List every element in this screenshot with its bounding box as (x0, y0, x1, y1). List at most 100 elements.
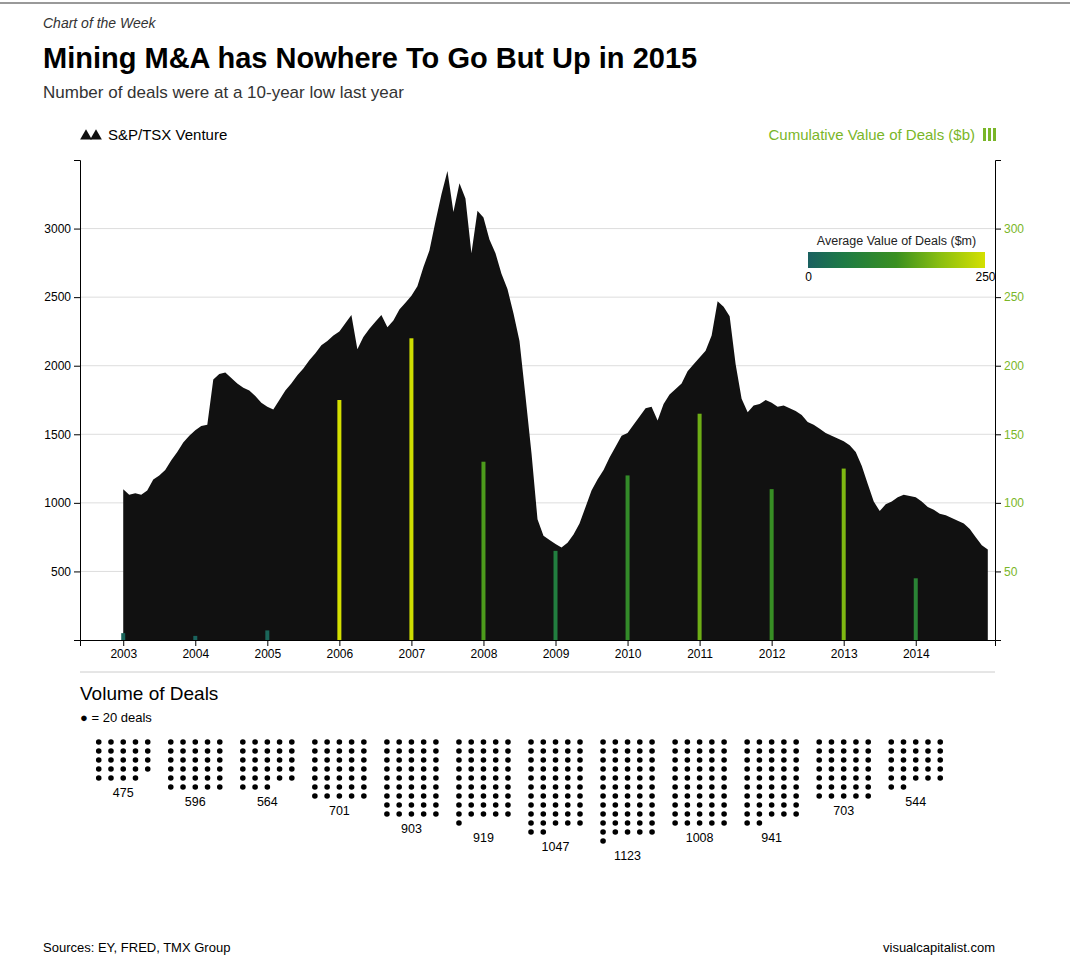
volume-dot (421, 811, 427, 817)
volume-dot (120, 739, 126, 745)
volume-dot (853, 766, 859, 772)
volume-dot (613, 802, 619, 808)
volume-dot (456, 739, 462, 745)
volume-dot (913, 775, 919, 781)
volume-dot (816, 748, 822, 754)
y2-axis-tick-label: 150 (1004, 428, 1024, 442)
x-axis-tick-label: 2004 (182, 647, 209, 661)
volume-label: 701 (329, 804, 350, 818)
volume-dot (384, 811, 390, 817)
volume-dot (816, 757, 822, 763)
y2-axis-tick-mark (995, 297, 1001, 298)
website: visualcapitalist.com (883, 940, 995, 955)
volume-dot (865, 748, 871, 754)
volume-dot (217, 784, 223, 790)
volume-dot (409, 784, 415, 790)
volume-dot (312, 775, 318, 781)
volume-dot (240, 757, 246, 763)
x-axis-tick: 2005 (254, 640, 281, 661)
bar (409, 338, 413, 640)
volume-dot (120, 748, 126, 754)
volume-dot (913, 766, 919, 772)
y-axis-tick-mark (74, 297, 80, 298)
volume-dot (505, 811, 511, 817)
volume-dot (685, 793, 691, 799)
x-axis-tick-mark (844, 640, 845, 646)
bar (842, 469, 846, 640)
bar (698, 414, 702, 640)
y2-axis-tick-mark (995, 366, 1001, 367)
volume-dot (888, 775, 894, 781)
volume-dot (168, 739, 174, 745)
legend-swatch (90, 129, 102, 139)
header-rule (0, 2, 1070, 4)
volume-dot (96, 766, 102, 772)
y2-axis-tick-label: 200 (1004, 359, 1024, 373)
volume-dot (540, 802, 546, 808)
volume-dot (565, 820, 571, 826)
volume-dot (757, 793, 763, 799)
volume-dot (816, 766, 822, 772)
x-axis-tick-label: 2005 (254, 647, 281, 661)
volume-dot (349, 739, 355, 745)
volume-dot (744, 784, 750, 790)
volume-dot (265, 757, 271, 763)
volume-dot (816, 739, 822, 745)
volume-dot (709, 757, 715, 763)
volume-dot (421, 793, 427, 799)
sources: Sources: EY, FRED, TMX Group (43, 940, 230, 955)
volume-dot (553, 820, 559, 826)
volume-dot (493, 748, 499, 754)
volume-dot (744, 748, 750, 754)
volume-dot (289, 766, 295, 772)
volume-dot (384, 793, 390, 799)
volume-dot (396, 784, 402, 790)
volume-dot (925, 775, 931, 781)
volume-dot (709, 766, 715, 772)
x-axis-tick: 2011 (687, 640, 713, 661)
volume-dot (409, 748, 415, 754)
volume-column (816, 739, 871, 799)
colorbar-tick-label: 250 (975, 270, 995, 284)
volume-dot (649, 775, 655, 781)
volume-dot (925, 748, 931, 754)
volume-dot (757, 757, 763, 763)
volume-dot (685, 775, 691, 781)
colorbar-axis: 0250 (805, 268, 996, 284)
volume-dot (649, 829, 655, 835)
volume-dot (888, 766, 894, 772)
volume-dot (721, 775, 727, 781)
volume-dot (829, 757, 835, 763)
volume-dot (888, 784, 894, 790)
volume-dot (865, 775, 871, 781)
volume-dot (456, 820, 462, 826)
y-axis: 50010001500200025003000 (44, 161, 80, 641)
volume-dot (577, 820, 583, 826)
volume-dot (384, 784, 390, 790)
volume-dot (769, 802, 775, 808)
volume-dot (613, 775, 619, 781)
y2-axis-tick-label: 50 (1004, 565, 1018, 579)
volume-dot (505, 784, 511, 790)
y2-axis-tick-mark (995, 229, 1001, 230)
volume-column (96, 739, 151, 781)
y2-axis: 50100150200250300 (995, 161, 1024, 641)
volume-dot (120, 766, 126, 772)
y2-axis-tick-label: 300 (1004, 222, 1024, 236)
y2-axis-tick: 300 (995, 222, 1024, 236)
y-axis-line (74, 161, 81, 641)
volume-dot (769, 757, 775, 763)
volume-dot (816, 775, 822, 781)
volume-dot (493, 739, 499, 745)
volume-dot (240, 775, 246, 781)
volume-dot (265, 775, 271, 781)
bar (914, 578, 918, 640)
volume-dot (853, 784, 859, 790)
volume-dot (528, 739, 534, 745)
volume-dot (793, 793, 799, 799)
volume-dot (793, 784, 799, 790)
volume-dot (744, 820, 750, 826)
volume-dot (528, 820, 534, 826)
volume-dot (865, 739, 871, 745)
volume-dot (793, 739, 799, 745)
